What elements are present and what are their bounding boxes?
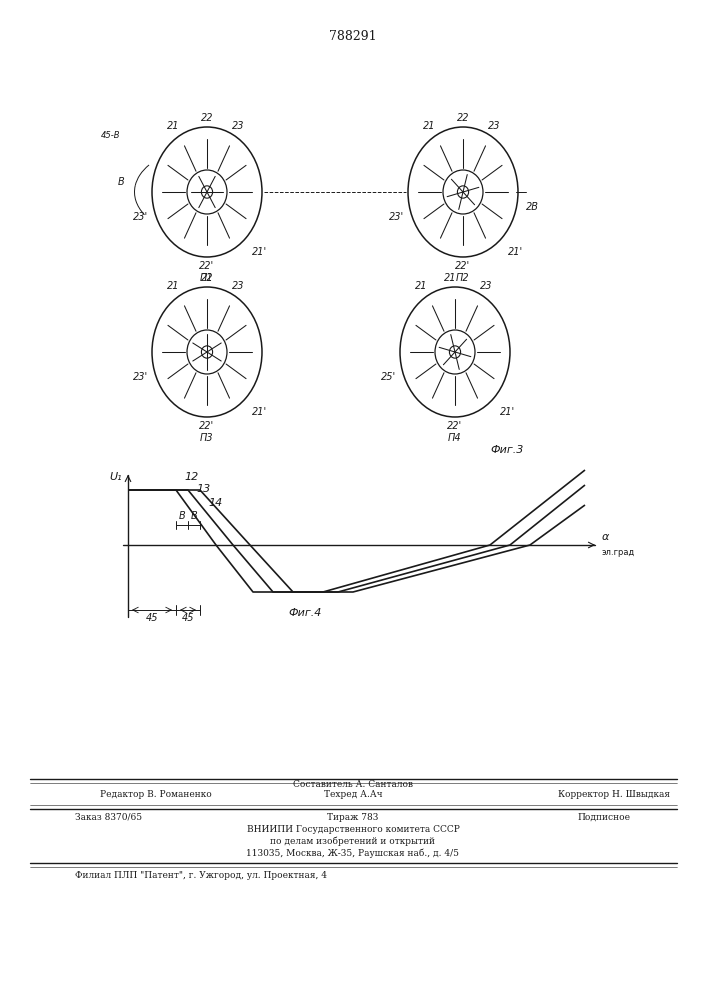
Text: 23: 23: [232, 121, 245, 131]
Text: П2: П2: [456, 273, 470, 283]
Text: эл.град: эл.град: [602, 548, 636, 557]
Text: 21: 21: [167, 281, 179, 291]
Text: 21: 21: [423, 121, 435, 131]
Text: 21': 21': [252, 407, 267, 417]
Text: Фиг.3: Фиг.3: [490, 445, 523, 455]
Text: Фиг.4: Фиг.4: [288, 608, 322, 618]
Text: 22': 22': [455, 261, 471, 271]
Text: 23: 23: [488, 121, 501, 131]
Text: B: B: [117, 177, 124, 187]
Text: 21: 21: [444, 273, 456, 283]
Text: 21': 21': [508, 247, 523, 257]
Text: ВНИИПИ Государственного комитета СССР: ВНИИПИ Государственного комитета СССР: [247, 825, 460, 834]
Text: 22: 22: [457, 113, 469, 123]
Text: 23': 23': [133, 372, 148, 382]
Text: по делам изобретений и открытий: по делам изобретений и открытий: [271, 837, 436, 846]
Text: Тираж 783: Тираж 783: [327, 813, 379, 822]
Text: 21': 21': [252, 247, 267, 257]
Text: 2B: 2B: [526, 202, 539, 212]
Text: B: B: [179, 511, 185, 521]
Text: 23': 23': [389, 212, 404, 222]
Text: α: α: [602, 532, 609, 542]
Text: Заказ 8370/65: Заказ 8370/65: [75, 813, 142, 822]
Text: 23: 23: [232, 281, 245, 291]
Text: Корректор Н. Швыдкая: Корректор Н. Швыдкая: [558, 790, 670, 799]
Text: 22: 22: [201, 113, 214, 123]
Text: 45: 45: [146, 613, 158, 623]
Text: Техред А.Ач: Техред А.Ач: [324, 790, 382, 799]
Text: П3: П3: [200, 433, 214, 443]
Text: 22: 22: [201, 273, 214, 283]
Text: Составитель А. Санталов: Составитель А. Санталов: [293, 780, 413, 789]
Text: 25': 25': [381, 372, 396, 382]
Text: 45: 45: [182, 613, 194, 623]
Text: 45-B: 45-B: [100, 130, 120, 139]
Text: 22': 22': [448, 421, 462, 431]
Text: Редактор В. Романенко: Редактор В. Романенко: [100, 790, 212, 799]
Text: U₁: U₁: [110, 472, 122, 482]
Text: B: B: [191, 511, 197, 521]
Text: 113035, Москва, Ж-35, Раушская наб., д. 4/5: 113035, Москва, Ж-35, Раушская наб., д. …: [247, 849, 460, 858]
Text: Подписное: Подписное: [577, 813, 630, 822]
Text: 22': 22': [199, 261, 214, 271]
Text: П4: П4: [448, 433, 462, 443]
Text: 12: 12: [184, 472, 198, 482]
Text: 23: 23: [480, 281, 493, 291]
Text: 22': 22': [199, 421, 214, 431]
Text: 21: 21: [167, 121, 179, 131]
Text: 23': 23': [133, 212, 148, 222]
Text: П1: П1: [200, 273, 214, 283]
Text: 21': 21': [500, 407, 515, 417]
Text: 21: 21: [414, 281, 427, 291]
Text: 14: 14: [208, 498, 222, 508]
Text: 13: 13: [196, 484, 210, 494]
Text: Филиал ПЛП "Патент", г. Ужгород, ул. Проектная, 4: Филиал ПЛП "Патент", г. Ужгород, ул. Про…: [75, 871, 327, 880]
Text: 788291: 788291: [329, 30, 377, 43]
